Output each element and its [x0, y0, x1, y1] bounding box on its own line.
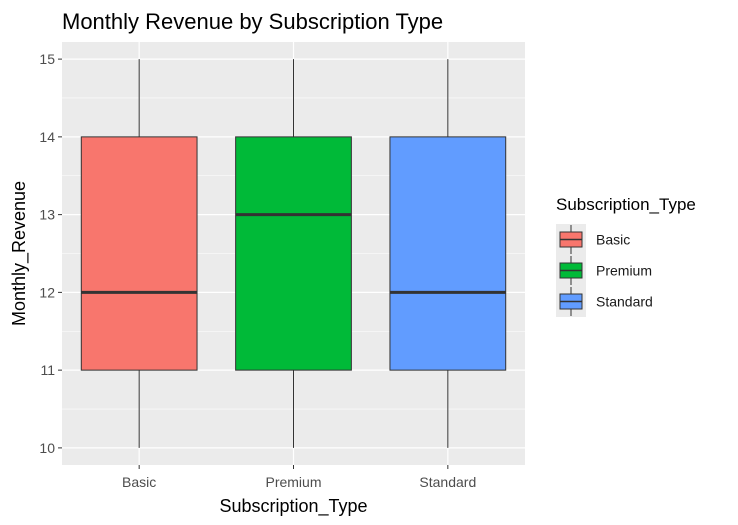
- box-basic: [80, 59, 198, 448]
- legend-item-basic: Basic: [556, 224, 630, 255]
- legend-label: Standard: [596, 294, 653, 310]
- x-axis-ticks: Basic Premium Standard: [122, 465, 476, 490]
- y-tick-label: 10: [39, 440, 55, 456]
- legend: Basic Premium Standard: [556, 224, 653, 317]
- x-axis-title: Subscription_Type: [219, 496, 367, 517]
- y-tick-label: 14: [39, 129, 55, 145]
- y-axis-title: Monthly_Revenue: [9, 181, 30, 326]
- box-standard: [389, 59, 507, 448]
- box-body: [80, 136, 198, 371]
- boxes: [80, 59, 507, 448]
- x-tick-label: Basic: [122, 474, 156, 490]
- y-axis-ticks: 10 11 12 13 14 15: [39, 51, 62, 456]
- y-tick-label: 11: [40, 362, 55, 378]
- legend-label: Premium: [596, 263, 652, 279]
- box-body: [235, 136, 352, 371]
- legend-title: Subscription_Type: [556, 195, 696, 214]
- x-tick-label: Standard: [419, 474, 476, 490]
- box-body: [389, 136, 507, 371]
- box-premium: [235, 59, 352, 448]
- x-tick-label: Premium: [265, 474, 321, 490]
- y-tick-label: 15: [39, 51, 55, 67]
- legend-item-standard: Standard: [556, 286, 653, 317]
- legend-item-premium: Premium: [556, 255, 652, 286]
- chart-title: Monthly Revenue by Subscription Type: [62, 9, 443, 34]
- legend-label: Basic: [596, 232, 630, 248]
- y-tick-label: 12: [39, 284, 55, 300]
- y-tick-label: 13: [39, 207, 55, 223]
